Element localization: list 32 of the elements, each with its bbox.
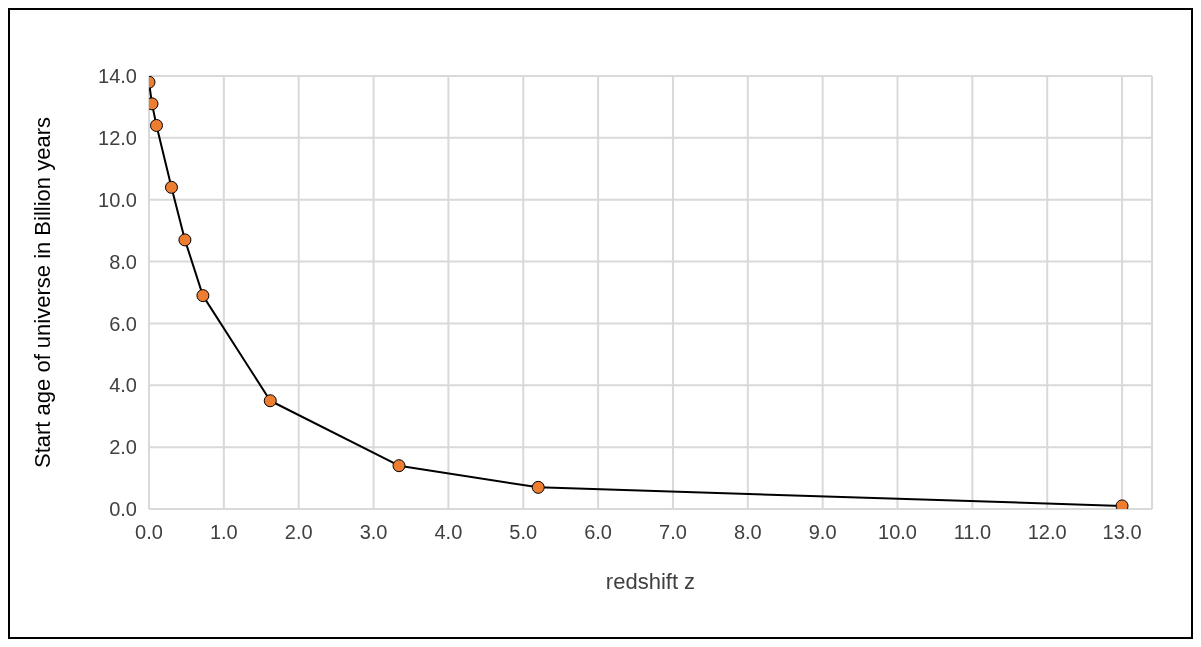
point (1115, 499, 1129, 509)
x-tick-label: 10.0 (878, 521, 917, 544)
point (178, 233, 192, 247)
point (392, 459, 406, 473)
x-tick-label: 0.0 (135, 521, 163, 544)
x-tick-label: 6.0 (584, 521, 613, 544)
point (164, 180, 178, 194)
y-tick-label: 6.0 (109, 312, 137, 335)
y-tick-label: 4.0 (109, 374, 137, 397)
point (196, 289, 210, 303)
point (149, 118, 163, 132)
point (531, 480, 545, 494)
x-tick-label: 12.0 (1027, 521, 1067, 544)
point (263, 394, 277, 408)
y-tick-label: 10.0 (98, 188, 137, 211)
x-tick-label: 7.0 (659, 521, 687, 544)
y-tick-label: 8.0 (109, 250, 137, 273)
x-tick-label: 1.0 (209, 521, 238, 544)
x-tick-label: 13.0 (1102, 521, 1142, 544)
x-axis-title: redshift z (605, 569, 696, 594)
y-tick-label: 2.0 (109, 436, 137, 459)
x-tick-label: 2.0 (284, 521, 313, 544)
x-tick-label: 11.0 (953, 521, 992, 544)
y-tick-label: 12.0 (98, 126, 137, 149)
x-tick-label: 8.0 (733, 521, 762, 544)
x-tick-label: 9.0 (808, 521, 837, 544)
y-axis-title: Start age of universe in Billion years (29, 117, 55, 468)
x-tick-label: 3.0 (359, 521, 388, 544)
y-tick-label: 0.0 (109, 498, 137, 521)
x-tick-label: 4.0 (434, 521, 463, 544)
y-tick-label: 14.0 (98, 65, 137, 88)
x-tick-label: 5.0 (509, 521, 538, 544)
